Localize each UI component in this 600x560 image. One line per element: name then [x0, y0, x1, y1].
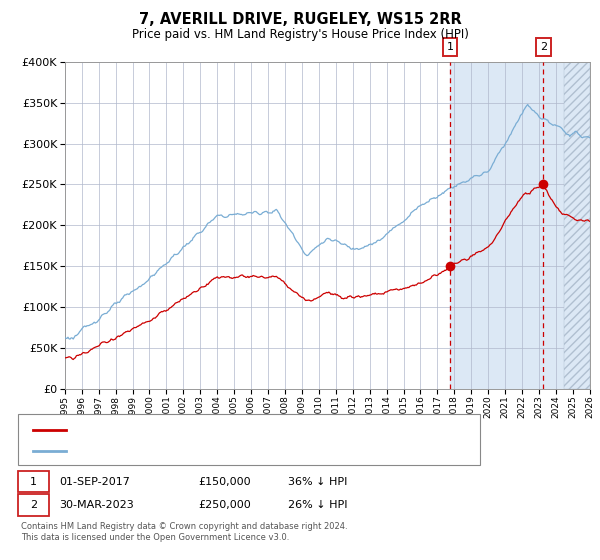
Text: 7, AVERILL DRIVE, RUGELEY, WS15 2RR (detached house): 7, AVERILL DRIVE, RUGELEY, WS15 2RR (det…	[73, 424, 361, 435]
Text: £250,000: £250,000	[198, 500, 251, 510]
Text: 26% ↓ HPI: 26% ↓ HPI	[288, 500, 347, 510]
Bar	[565, 62, 590, 389]
Text: 30-MAR-2023: 30-MAR-2023	[59, 500, 134, 510]
Text: Price paid vs. HM Land Registry's House Price Index (HPI): Price paid vs. HM Land Registry's House …	[131, 28, 469, 41]
Text: 7, AVERILL DRIVE, RUGELEY, WS15 2RR: 7, AVERILL DRIVE, RUGELEY, WS15 2RR	[139, 12, 461, 27]
Text: 01-SEP-2017: 01-SEP-2017	[59, 477, 130, 487]
Text: £150,000: £150,000	[198, 477, 251, 487]
Text: HPI: Average price, detached house, Cannock Chase: HPI: Average price, detached house, Cann…	[73, 446, 334, 456]
Text: 1: 1	[30, 477, 37, 487]
Bar	[565, 62, 590, 389]
Bar	[450, 62, 590, 389]
Text: This data is licensed under the Open Government Licence v3.0.: This data is licensed under the Open Gov…	[21, 533, 289, 542]
Text: Contains HM Land Registry data © Crown copyright and database right 2024.: Contains HM Land Registry data © Crown c…	[21, 522, 347, 531]
Text: 2: 2	[30, 500, 37, 510]
Text: 1: 1	[446, 42, 454, 52]
Text: 2: 2	[539, 42, 547, 52]
Text: 36% ↓ HPI: 36% ↓ HPI	[288, 477, 347, 487]
